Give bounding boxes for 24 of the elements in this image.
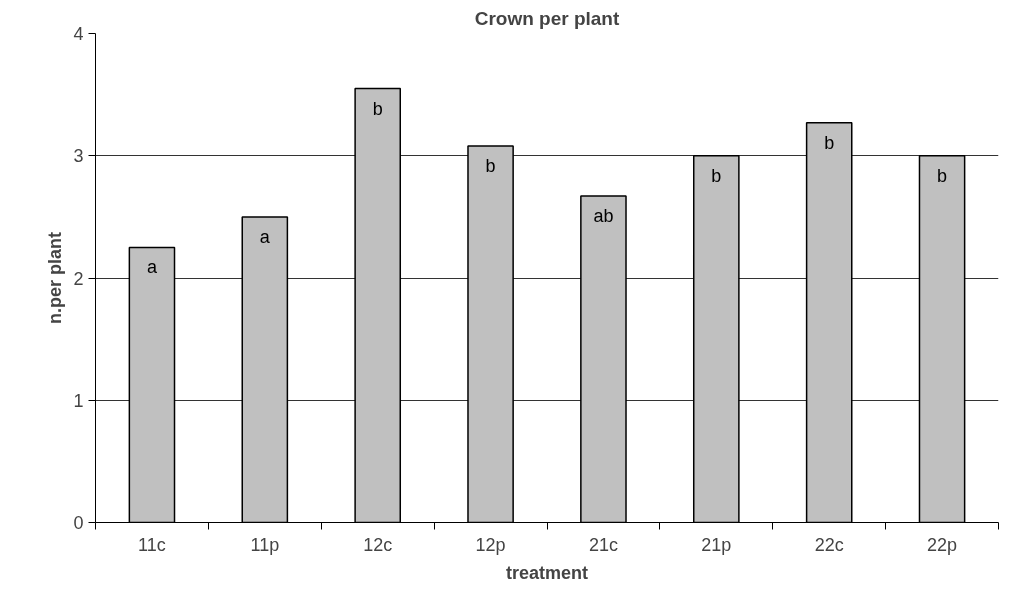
x-tick-label: 12p [475, 534, 506, 555]
annotation: b [824, 132, 835, 153]
y-tick-label: 1 [73, 390, 84, 411]
annotation: b [711, 165, 722, 186]
y-tick-label: 0 [73, 513, 84, 533]
annotation: ab [593, 206, 614, 227]
y-tick-label: 4 [73, 24, 84, 44]
x-tick-label: 21c [588, 534, 618, 555]
x-tick-label: 11p [250, 534, 280, 555]
y-tick-label: 2 [73, 268, 84, 289]
x-tick-label: 12c [363, 534, 393, 555]
y-tick-label: 3 [73, 146, 84, 167]
annotation: b [372, 98, 383, 119]
y-axis-title: n.per plant [45, 231, 66, 324]
annotation: a [259, 226, 271, 247]
x-tick-label: 11c [138, 534, 166, 555]
x-tick-label: 22p [927, 534, 958, 555]
x-tick-label: 21p [701, 534, 732, 555]
annotation: b [937, 165, 948, 186]
x-tick-label: 22c [814, 534, 844, 555]
x-axis-title: treatment [505, 562, 589, 583]
annotation: a [146, 257, 158, 278]
annotation: b [485, 155, 496, 176]
chart-title: Crown per plant [474, 7, 620, 29]
